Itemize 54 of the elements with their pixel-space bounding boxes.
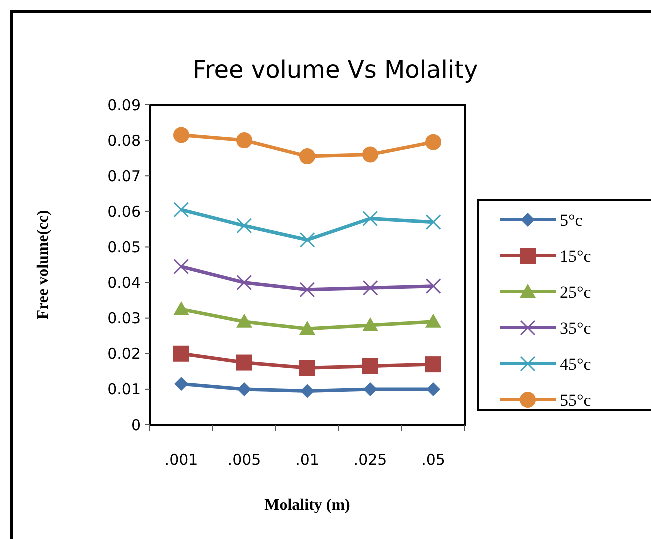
point: [426, 278, 442, 294]
point: [362, 358, 378, 374]
legend-label: 45°c: [560, 354, 592, 374]
point: [174, 127, 190, 144]
point: [362, 317, 378, 332]
point: [236, 132, 252, 149]
x-tick-label: .001: [164, 451, 198, 469]
point: [300, 148, 316, 165]
point: [174, 377, 188, 392]
y-tick-label: 0.02: [108, 345, 141, 364]
point: [300, 360, 316, 376]
y-tick-label: 0.03: [108, 310, 141, 328]
point: [364, 382, 378, 396]
point: [426, 214, 442, 230]
y-tick-label: 0.05: [108, 238, 141, 256]
x-tick-label: .005: [228, 451, 262, 469]
y-tick-label: 0.08: [108, 132, 141, 150]
point: [174, 259, 190, 275]
legend-label: 25°c: [560, 282, 592, 302]
y-tick-label: 0.01: [108, 380, 141, 399]
y-tick-label: 0.04: [108, 274, 141, 292]
legend-label: 55°c: [560, 390, 592, 410]
legend-label: 35°c: [560, 318, 592, 338]
point: [426, 382, 440, 396]
point: [426, 134, 442, 150]
chart-title: Free volume Vs Molality: [192, 56, 478, 84]
x-axis-title: Molality (m): [264, 497, 350, 514]
point: [362, 211, 378, 227]
legend-label: 15°c: [560, 246, 592, 266]
y-tick-label: 0.07: [108, 167, 141, 186]
y-tick-label: 0.06: [108, 202, 141, 221]
point: [300, 282, 316, 298]
point: [300, 384, 314, 398]
legend-label: 5°c: [560, 210, 584, 230]
y-axis-title: Free volume(cc): [35, 210, 52, 320]
x-tick-label: .05: [422, 451, 446, 469]
point: [238, 382, 252, 396]
point: [174, 346, 190, 362]
x-tick-label: .025: [354, 451, 388, 469]
point: [426, 314, 442, 328]
point: [426, 356, 442, 373]
point: [174, 202, 190, 218]
y-tick-label: 0.09: [108, 96, 141, 114]
point: [300, 232, 316, 248]
point: [174, 301, 190, 316]
point: [236, 354, 252, 371]
point: [362, 280, 378, 296]
y-tick-label: 0: [131, 416, 141, 434]
point: [236, 314, 252, 328]
point: [236, 218, 252, 234]
point: [236, 275, 252, 291]
x-tick-label: .01: [296, 451, 320, 469]
point: [300, 321, 316, 335]
point: [362, 146, 378, 163]
